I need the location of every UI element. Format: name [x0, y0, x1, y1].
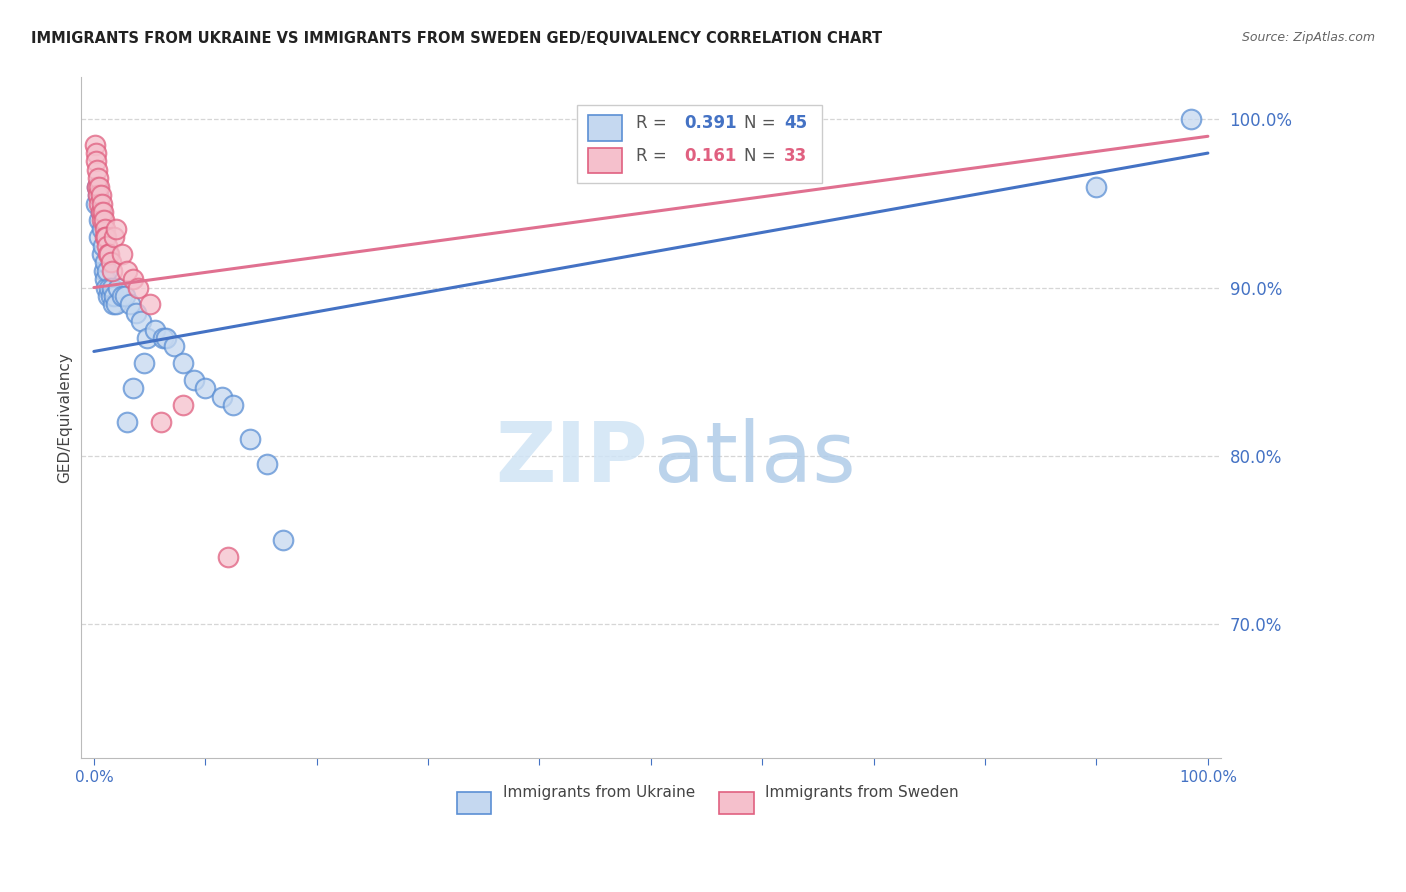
- Point: [136, 331, 159, 345]
- Point: [100, 255, 122, 269]
- Point: [111, 289, 134, 303]
- Text: Immigrants from Ukraine: Immigrants from Ukraine: [502, 785, 695, 800]
- Point: [105, 297, 128, 311]
- Text: R =: R =: [636, 147, 672, 165]
- FancyBboxPatch shape: [588, 147, 623, 173]
- Point: [96, 238, 118, 252]
- Point: [90, 213, 112, 227]
- Point: [117, 415, 139, 429]
- FancyBboxPatch shape: [720, 792, 754, 814]
- Point: [91, 205, 114, 219]
- Point: [1180, 112, 1202, 127]
- Point: [93, 213, 115, 227]
- Text: R =: R =: [636, 114, 672, 132]
- Point: [271, 533, 294, 547]
- Text: IMMIGRANTS FROM UKRAINE VS IMMIGRANTS FROM SWEDEN GED/EQUIVALENCY CORRELATION CH: IMMIGRANTS FROM UKRAINE VS IMMIGRANTS FR…: [31, 31, 882, 46]
- Point: [89, 230, 111, 244]
- Point: [86, 179, 108, 194]
- Point: [149, 415, 172, 429]
- Text: Source: ZipAtlas.com: Source: ZipAtlas.com: [1241, 31, 1375, 45]
- Point: [105, 221, 128, 235]
- FancyBboxPatch shape: [576, 104, 823, 183]
- Point: [194, 381, 217, 395]
- Point: [87, 171, 110, 186]
- Point: [172, 398, 194, 412]
- Point: [172, 356, 194, 370]
- Text: 0.161: 0.161: [683, 147, 737, 165]
- Point: [101, 297, 124, 311]
- Point: [163, 339, 186, 353]
- Point: [90, 188, 112, 202]
- Point: [87, 188, 110, 202]
- Point: [84, 154, 107, 169]
- Point: [107, 280, 129, 294]
- Point: [87, 188, 110, 202]
- Point: [125, 306, 148, 320]
- Point: [117, 264, 139, 278]
- Point: [90, 205, 112, 219]
- Point: [143, 322, 166, 336]
- Point: [97, 289, 120, 303]
- Point: [211, 390, 233, 404]
- Point: [127, 280, 149, 294]
- Point: [94, 221, 117, 235]
- Point: [93, 264, 115, 278]
- Point: [90, 221, 112, 235]
- Point: [118, 297, 141, 311]
- Text: ZIP: ZIP: [495, 418, 647, 500]
- Point: [94, 255, 117, 269]
- Point: [89, 179, 111, 194]
- Point: [183, 373, 205, 387]
- Point: [84, 146, 107, 161]
- Point: [100, 280, 122, 294]
- Y-axis label: GED/Equivalency: GED/Equivalency: [58, 352, 72, 483]
- Point: [217, 549, 239, 564]
- Point: [94, 230, 117, 244]
- FancyBboxPatch shape: [457, 792, 491, 814]
- Text: 33: 33: [785, 147, 807, 165]
- Text: Immigrants from Sweden: Immigrants from Sweden: [765, 785, 959, 800]
- Point: [152, 331, 174, 345]
- Point: [111, 247, 134, 261]
- Point: [90, 247, 112, 261]
- Text: 0.391: 0.391: [683, 114, 737, 132]
- Point: [90, 205, 112, 219]
- Point: [89, 196, 111, 211]
- Point: [138, 297, 160, 311]
- Point: [1085, 179, 1108, 194]
- Point: [97, 247, 120, 261]
- Point: [84, 196, 107, 211]
- Point: [98, 280, 121, 294]
- Point: [98, 247, 121, 261]
- Point: [103, 230, 125, 244]
- Point: [100, 289, 122, 303]
- Text: atlas: atlas: [654, 418, 856, 500]
- FancyBboxPatch shape: [588, 115, 623, 141]
- Point: [96, 264, 118, 278]
- Point: [132, 356, 155, 370]
- Point: [256, 457, 278, 471]
- Point: [100, 264, 122, 278]
- Point: [155, 331, 177, 345]
- Text: N =: N =: [744, 114, 782, 132]
- Point: [94, 230, 117, 244]
- Point: [90, 196, 112, 211]
- Point: [86, 179, 108, 194]
- Point: [122, 272, 145, 286]
- Point: [89, 213, 111, 227]
- Point: [91, 238, 114, 252]
- Text: 45: 45: [785, 114, 807, 132]
- Point: [94, 272, 117, 286]
- Point: [239, 432, 262, 446]
- Point: [103, 289, 125, 303]
- Text: N =: N =: [744, 147, 782, 165]
- Point: [129, 314, 152, 328]
- Point: [86, 162, 108, 177]
- Point: [222, 398, 245, 412]
- Point: [122, 381, 145, 395]
- Point: [114, 289, 136, 303]
- Point: [94, 280, 117, 294]
- Point: [84, 137, 107, 152]
